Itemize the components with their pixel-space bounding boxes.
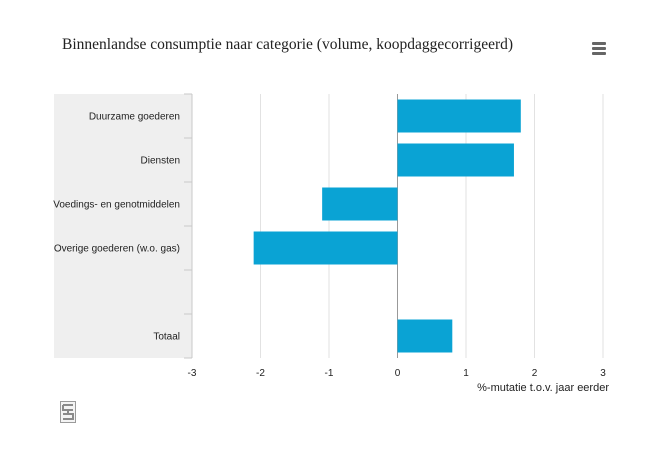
x-tick-label: -3 bbox=[188, 368, 197, 379]
bar[interactable] bbox=[397, 99, 521, 133]
bar[interactable] bbox=[397, 319, 453, 353]
x-tick-label: -1 bbox=[325, 368, 334, 379]
category-label-band bbox=[54, 94, 192, 358]
hamburger-menu-icon[interactable] bbox=[592, 42, 610, 56]
chart-title: Binnenlandse consumptie naar categorie (… bbox=[62, 36, 514, 53]
x-tick-label: 3 bbox=[600, 368, 606, 379]
cbs-logo-icon bbox=[60, 401, 76, 423]
category-label: Totaal bbox=[153, 332, 180, 343]
x-tick-label: 2 bbox=[532, 368, 538, 379]
category-label: Diensten bbox=[141, 156, 180, 167]
x-tick-label: 0 bbox=[395, 368, 401, 379]
category-label: Overige goederen (w.o. gas) bbox=[54, 244, 180, 255]
x-tick-label: -2 bbox=[256, 368, 265, 379]
category-label: Duurzame goederen bbox=[89, 112, 180, 123]
category-label: Voedings- en genotmiddelen bbox=[53, 200, 180, 211]
bar[interactable] bbox=[397, 143, 514, 177]
bar[interactable] bbox=[253, 231, 398, 265]
x-tick-label: 1 bbox=[463, 368, 469, 379]
bar[interactable] bbox=[322, 187, 398, 221]
x-axis-title: %-mutatie t.o.v. jaar eerder bbox=[477, 382, 609, 394]
